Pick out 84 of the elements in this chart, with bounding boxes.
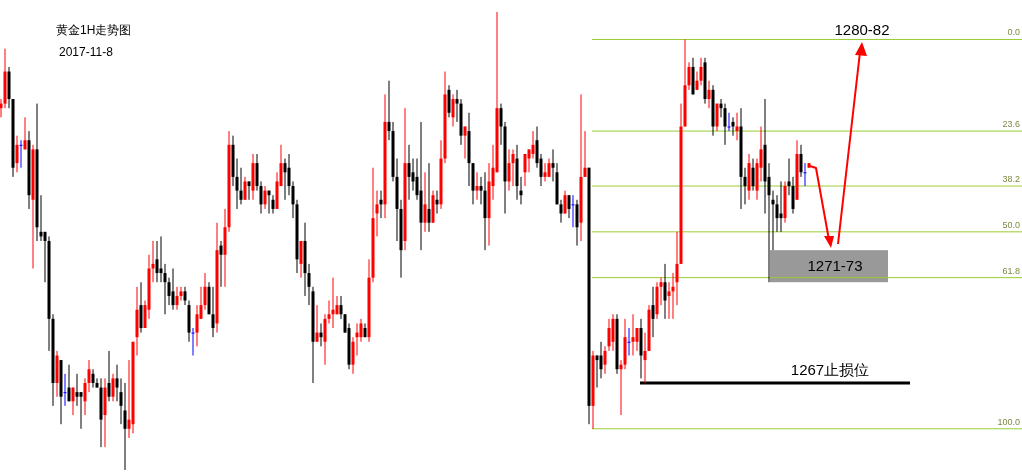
candlestick: [271, 194, 275, 215]
candlestick: [463, 126, 467, 160]
candlestick: [451, 93, 455, 127]
candlestick: [523, 153, 527, 187]
candlestick: [79, 391, 83, 430]
candlestick: [631, 313, 635, 356]
candlestick: [575, 199, 579, 247]
candlestick: [67, 364, 71, 402]
candlestick: [163, 263, 167, 315]
text: 黄金1H走势图: [56, 23, 132, 37]
candlestick: [219, 240, 223, 288]
candlestick: [731, 116, 735, 137]
candlestick: [511, 148, 515, 187]
candlestick: [239, 167, 243, 205]
candlestick: [247, 180, 251, 201]
candlestick: [727, 112, 731, 132]
candlestick: [791, 176, 795, 215]
candlestick: [447, 84, 451, 118]
candlestick: [799, 144, 803, 178]
text: 2017-11-8: [59, 45, 114, 59]
annotation: 50.0: [1002, 219, 1020, 230]
candlestick: [283, 158, 287, 201]
candlestick: [75, 373, 79, 407]
candlestick: [423, 171, 427, 233]
candlestick: [19, 139, 23, 169]
candlestick: [23, 116, 27, 150]
candlestick: [211, 286, 215, 338]
candlestick: [715, 103, 719, 132]
candlestick: [751, 158, 755, 192]
candlestick: [243, 176, 247, 201]
candlestick: [71, 387, 75, 416]
candlestick: [191, 327, 195, 356]
candlestick: [675, 231, 679, 306]
candlestick: [643, 332, 647, 384]
candlestick: [551, 148, 555, 182]
candlestick: [91, 368, 95, 389]
annotation: 38.2: [1002, 174, 1020, 185]
candlestick: [563, 190, 567, 215]
annotation: 100.0: [997, 416, 1020, 427]
candlestick: [583, 130, 587, 178]
candlestick: [567, 194, 571, 219]
candlestick: [635, 327, 639, 352]
candlestick: [299, 240, 303, 279]
candlestick: [547, 158, 551, 178]
candlestick: [543, 162, 547, 182]
candlestick: [171, 267, 175, 311]
candlestick: [175, 286, 179, 311]
annotation: 61.8: [1002, 265, 1020, 276]
candlestick: [123, 382, 127, 471]
candlestick: [803, 162, 807, 187]
candlestick: [179, 286, 183, 302]
candlestick: [155, 240, 159, 283]
annotation: 0.0: [1007, 27, 1020, 38]
candlestick: [195, 304, 199, 347]
candlestick: [723, 103, 727, 146]
candlestick: [603, 345, 607, 375]
candlestick: [111, 373, 115, 402]
candlestick: [359, 318, 363, 343]
candlestick: [663, 263, 667, 320]
candlestick: [15, 135, 19, 173]
candlestick: [107, 350, 111, 402]
candlestick: [63, 373, 67, 407]
candlestick: [571, 194, 575, 228]
candlestick: [607, 318, 611, 352]
text: 1280-82: [834, 21, 890, 38]
candlestick: [339, 295, 343, 320]
candlestick: [475, 171, 479, 201]
candlestick: [315, 304, 319, 343]
candlestick: [699, 57, 703, 86]
candlestick: [531, 130, 535, 160]
candlestick: [627, 327, 631, 356]
band-label: 1271-73: [807, 257, 863, 275]
candlestick: [183, 286, 187, 306]
ref-line-label: 1267止损位: [790, 360, 870, 378]
candlestick: [611, 313, 615, 352]
candlestick: [427, 162, 431, 233]
candlestick: [707, 80, 711, 109]
annotation: 23.6: [1002, 119, 1020, 130]
candlestick: [507, 148, 511, 192]
candlestick: [263, 185, 267, 210]
candlestick: [651, 286, 655, 338]
candlestick: [407, 144, 411, 201]
candlestick: [139, 281, 143, 334]
candlestick: [599, 341, 603, 379]
